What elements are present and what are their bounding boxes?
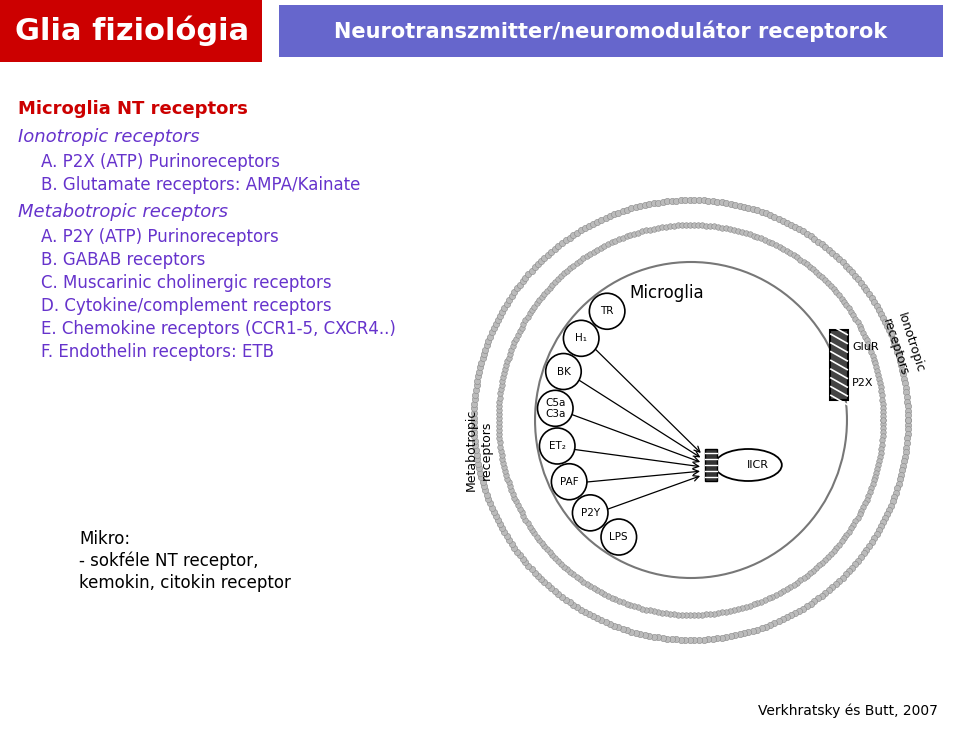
Text: IICR: IICR xyxy=(747,460,769,470)
Circle shape xyxy=(551,463,587,500)
Bar xyxy=(279,5,943,57)
Text: Metabotropic receptors: Metabotropic receptors xyxy=(18,203,228,221)
Text: Ionotropic receptors: Ionotropic receptors xyxy=(18,128,200,146)
Text: BK: BK xyxy=(557,366,570,376)
Text: PAF: PAF xyxy=(560,477,579,487)
Text: B. Glutamate receptors: AMPA/Kainate: B. Glutamate receptors: AMPA/Kainate xyxy=(41,176,361,194)
Text: F. Endothelin receptors: ETB: F. Endothelin receptors: ETB xyxy=(41,343,275,361)
Text: A. P2Y (ATP) Purinoreceptors: A. P2Y (ATP) Purinoreceptors xyxy=(41,228,279,246)
Text: - sokféle NT receptor,: - sokféle NT receptor, xyxy=(79,552,258,570)
Circle shape xyxy=(589,293,625,329)
Text: E. Chemokine receptors (CCR1-5, CXCR4..): E. Chemokine receptors (CCR1-5, CXCR4..) xyxy=(41,320,396,338)
Text: Glia fiziológia: Glia fiziológia xyxy=(14,16,249,46)
Bar xyxy=(705,449,717,481)
Text: Neurotranszmitter/neuromodulátor receptorok: Neurotranszmitter/neuromodulátor recepto… xyxy=(334,20,888,42)
Text: Mikro:: Mikro: xyxy=(79,530,131,548)
Text: Ionotropic
receptors: Ionotropic receptors xyxy=(879,311,926,379)
Text: LPS: LPS xyxy=(610,532,628,542)
Text: kemokin, citokin receptor: kemokin, citokin receptor xyxy=(79,574,291,592)
Circle shape xyxy=(572,495,608,531)
Ellipse shape xyxy=(714,449,781,481)
Text: ET₂: ET₂ xyxy=(549,441,565,451)
Text: D. Cytokine/complement receptors: D. Cytokine/complement receptors xyxy=(41,297,332,315)
Circle shape xyxy=(564,320,599,356)
Circle shape xyxy=(540,428,575,464)
Text: C5a
C3a: C5a C3a xyxy=(545,398,565,419)
Circle shape xyxy=(545,354,581,390)
Circle shape xyxy=(601,519,636,555)
Text: Microglia NT receptors: Microglia NT receptors xyxy=(18,100,248,118)
Circle shape xyxy=(538,390,573,426)
Text: TR: TR xyxy=(600,306,613,317)
Text: Microglia: Microglia xyxy=(629,284,704,302)
Text: GluR: GluR xyxy=(852,342,878,352)
Text: B. GABAB receptors: B. GABAB receptors xyxy=(41,251,205,269)
Text: Metabotropic
receptors: Metabotropic receptors xyxy=(465,409,493,491)
Circle shape xyxy=(535,262,847,578)
Text: P2X: P2X xyxy=(852,378,874,388)
Text: H₁: H₁ xyxy=(575,333,588,344)
Bar xyxy=(830,330,848,400)
Bar xyxy=(0,0,261,62)
Text: P2Y: P2Y xyxy=(581,508,600,518)
Text: C. Muscarinic cholinergic receptors: C. Muscarinic cholinergic receptors xyxy=(41,274,332,292)
Text: Verkhratsky és Butt, 2007: Verkhratsky és Butt, 2007 xyxy=(757,703,938,718)
Text: A. P2X (ATP) Purinoreceptors: A. P2X (ATP) Purinoreceptors xyxy=(41,153,280,171)
